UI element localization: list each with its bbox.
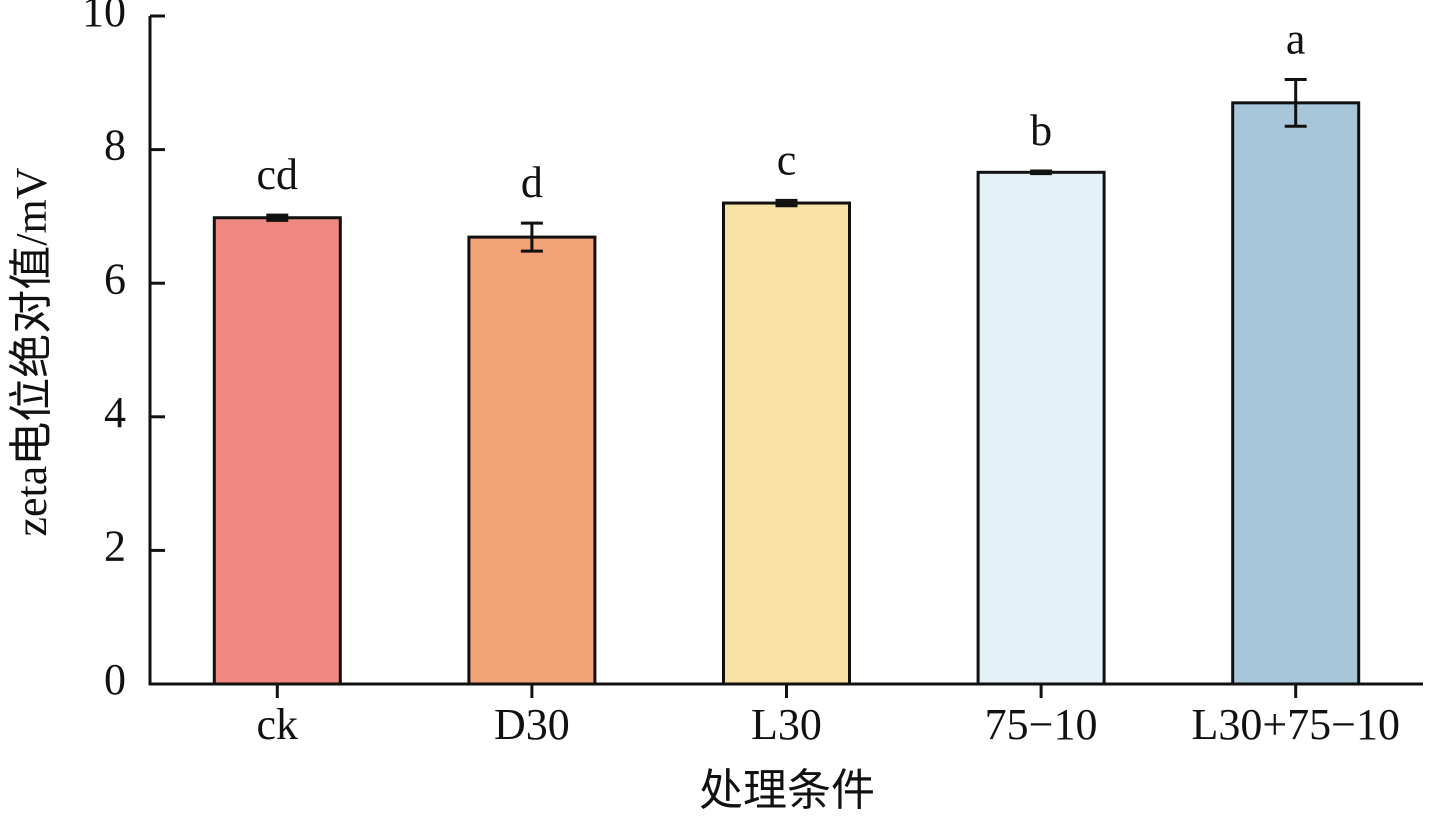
x-tick-label: ck	[257, 700, 299, 749]
bar	[1231, 101, 1361, 686]
significance-label: a	[1286, 15, 1306, 64]
significance-label: b	[1030, 106, 1052, 155]
x-tick-label: L30+75−10	[1191, 700, 1400, 749]
x-tick-label: L30	[751, 700, 822, 749]
y-axis-label: zeta电位绝对值/mV	[7, 167, 56, 536]
x-axis-label: 处理条件	[699, 766, 875, 815]
y-tick-label: 2	[104, 521, 126, 570]
x-tick-label: D30	[494, 700, 570, 749]
y-tick-label: 0	[104, 655, 126, 704]
significance-label: d	[521, 158, 543, 207]
bar	[976, 170, 1106, 686]
y-tick-label: 10	[82, 0, 126, 36]
bar	[467, 235, 597, 686]
y-tick-label: 8	[104, 121, 126, 170]
bar	[722, 201, 851, 686]
y-tick-label: 6	[104, 254, 126, 303]
y-tick-label: 4	[104, 388, 126, 437]
bar	[212, 216, 342, 686]
x-tick-label: 75−10	[985, 700, 1098, 749]
significance-label: c	[777, 135, 797, 184]
significance-label: cd	[257, 150, 299, 199]
